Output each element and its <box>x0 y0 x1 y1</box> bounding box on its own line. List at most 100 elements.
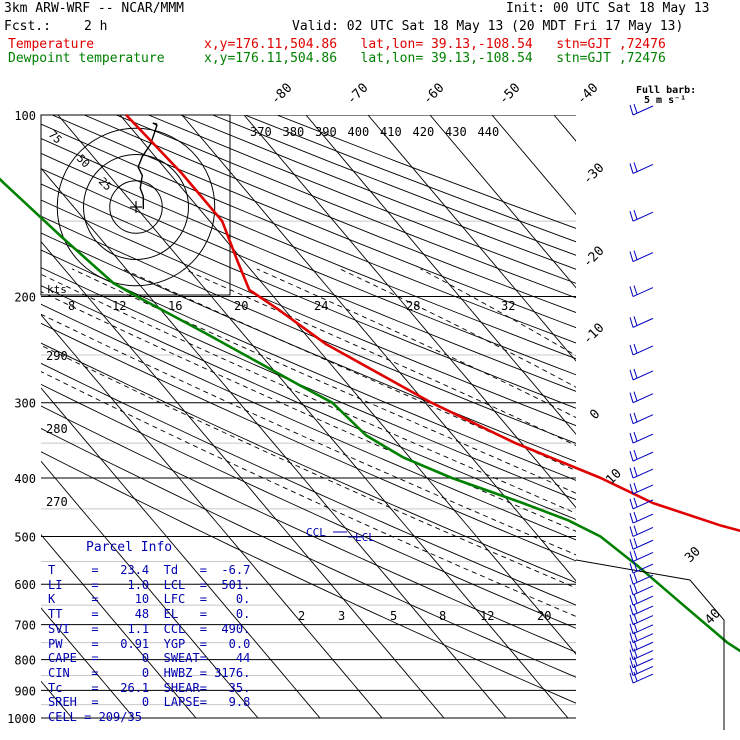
dry-adiabat-line <box>41 249 576 481</box>
moist-adiabat-line <box>41 291 576 532</box>
dry-adiabat-line <box>41 322 576 562</box>
isotherm-label: 0 <box>587 407 603 423</box>
isotherm-line <box>41 534 197 719</box>
isotherm-line <box>305 115 576 435</box>
full-barb-unit: 5 m s⁻¹ <box>644 95 686 106</box>
pressure-label: 400 <box>14 472 36 486</box>
wind-barb <box>629 550 654 562</box>
legend-dewpoint-info: x,y=176.11,504.86 lat,lon= 39.13,-108.54… <box>204 51 666 66</box>
mixing-ratio-label: 8 <box>439 609 446 623</box>
wind-barb <box>629 648 654 661</box>
theta-label: 380 <box>283 125 305 139</box>
valid-time: Valid: 02 UTC Sat 18 May 13 (20 MDT Fri … <box>292 19 684 34</box>
hodograph-ring <box>109 180 163 234</box>
isotherm-label: 10 <box>603 466 625 488</box>
theta-label: 440 <box>478 125 500 139</box>
mixing-ratio-label: 3 <box>338 609 345 623</box>
isotherm-line <box>41 607 135 719</box>
moist-adiabat-line <box>41 273 576 514</box>
pressure-label: 900 <box>14 684 36 698</box>
wind-barb <box>629 368 654 381</box>
mixing-ratio-label: 24 <box>314 299 328 313</box>
wind-barb <box>629 511 654 524</box>
model-title: 3km ARW-WRF -- NCAR/MMM <box>4 1 185 16</box>
wind-barb <box>629 671 654 684</box>
isotherm-line <box>41 314 383 719</box>
isotherm-line <box>41 387 321 719</box>
wind-barb <box>629 656 654 669</box>
isotherm-label: -10 <box>580 321 607 348</box>
pressure-label: 100 <box>14 109 36 123</box>
dry-adiabat-line <box>41 362 576 606</box>
hodograph-ring-label: 75 <box>46 128 65 147</box>
dry-adiabat-line <box>244 115 576 243</box>
parcel-info-table: T = 23.4 Td = -6.7 LI = 1.0 LCL = 501. K… <box>48 563 251 725</box>
isotherm-line <box>41 167 507 719</box>
wind-barb <box>629 482 654 495</box>
theta-label: 410 <box>380 125 402 139</box>
wind-barb <box>629 316 654 328</box>
wind-barb <box>629 412 654 425</box>
wind-barb <box>629 210 654 222</box>
moist-adiabat-line <box>122 268 576 472</box>
pressure-label: 200 <box>14 291 36 305</box>
dry-adiabat-line <box>41 405 576 653</box>
isotherm-label: -40 <box>574 81 601 108</box>
theta-label: 370 <box>250 125 272 139</box>
forecast-hours: 2 h <box>84 19 108 34</box>
wind-barb <box>629 613 654 626</box>
legend-temperature-name: Temperature <box>8 37 95 52</box>
moist-adiabat-line <box>71 268 576 494</box>
hodograph-unit: kts <box>47 283 67 296</box>
pressure-label: 1000 <box>7 712 36 726</box>
mixing-ratio-label: 5 <box>390 609 397 623</box>
wind-barb <box>629 631 654 644</box>
hodograph-ring <box>83 154 189 260</box>
isotherm-label: -50 <box>496 81 523 108</box>
moist-adiabat-line <box>183 268 576 447</box>
pressure-label: 300 <box>14 397 36 411</box>
legend-temperature-info: x,y=176.11,504.86 lat,lon= 39.13,-108.54… <box>204 37 666 52</box>
dry-adiabat-line <box>41 215 576 444</box>
isotherm-line <box>41 460 259 719</box>
chart-boundary <box>575 559 725 730</box>
pressure-label: 500 <box>14 530 36 544</box>
parcel-info-title: Parcel Info <box>86 540 173 555</box>
moist-adiabat-line <box>256 268 576 419</box>
legend-dewpoint-name: Dewpoint temperature <box>8 51 165 66</box>
mixing-ratio-label: 16 <box>168 299 182 313</box>
theta-label: 390 <box>315 125 337 139</box>
mixing-ratio-label: 20 <box>537 609 551 623</box>
isotherm-label: -80 <box>268 81 295 108</box>
dry-adiabat-line <box>41 138 576 360</box>
wind-barb <box>629 583 654 596</box>
theta-label: 430 <box>445 125 467 139</box>
wind-barb <box>629 573 654 585</box>
wind-barb <box>629 162 654 174</box>
moist-adiabat-line <box>339 268 576 388</box>
theta-label: 420 <box>413 125 435 139</box>
hodograph-ring <box>56 127 216 287</box>
ccl-label: CCL <box>306 526 326 539</box>
pressure-label: 800 <box>14 654 36 668</box>
hodograph-trace <box>137 122 158 210</box>
wind-barb <box>629 391 654 404</box>
dry-adiabat-line <box>41 427 576 678</box>
mixing-ratio-label: 2 <box>298 609 305 623</box>
dry-adiabat-line <box>41 342 576 584</box>
moist-adiabat-line <box>41 344 576 589</box>
isotherm-line <box>367 115 576 362</box>
mixing-ratio-label: 28 <box>406 299 420 313</box>
dry-adiabat-line <box>212 115 576 256</box>
wind-barb <box>629 103 654 116</box>
mixing-ratio-label: 8 <box>68 299 75 313</box>
isotherm-line <box>491 115 576 216</box>
isotherm-label: 30 <box>682 544 704 566</box>
isotherm-line <box>181 115 576 582</box>
hodograph-ring-label: 25 <box>96 175 115 194</box>
wind-barb <box>629 497 654 510</box>
dry-adiabat-line <box>41 303 576 541</box>
mixing-ratio-label: 20 <box>234 299 248 313</box>
dry-adiabat-line <box>41 232 576 463</box>
theta-label: 290 <box>46 349 68 363</box>
